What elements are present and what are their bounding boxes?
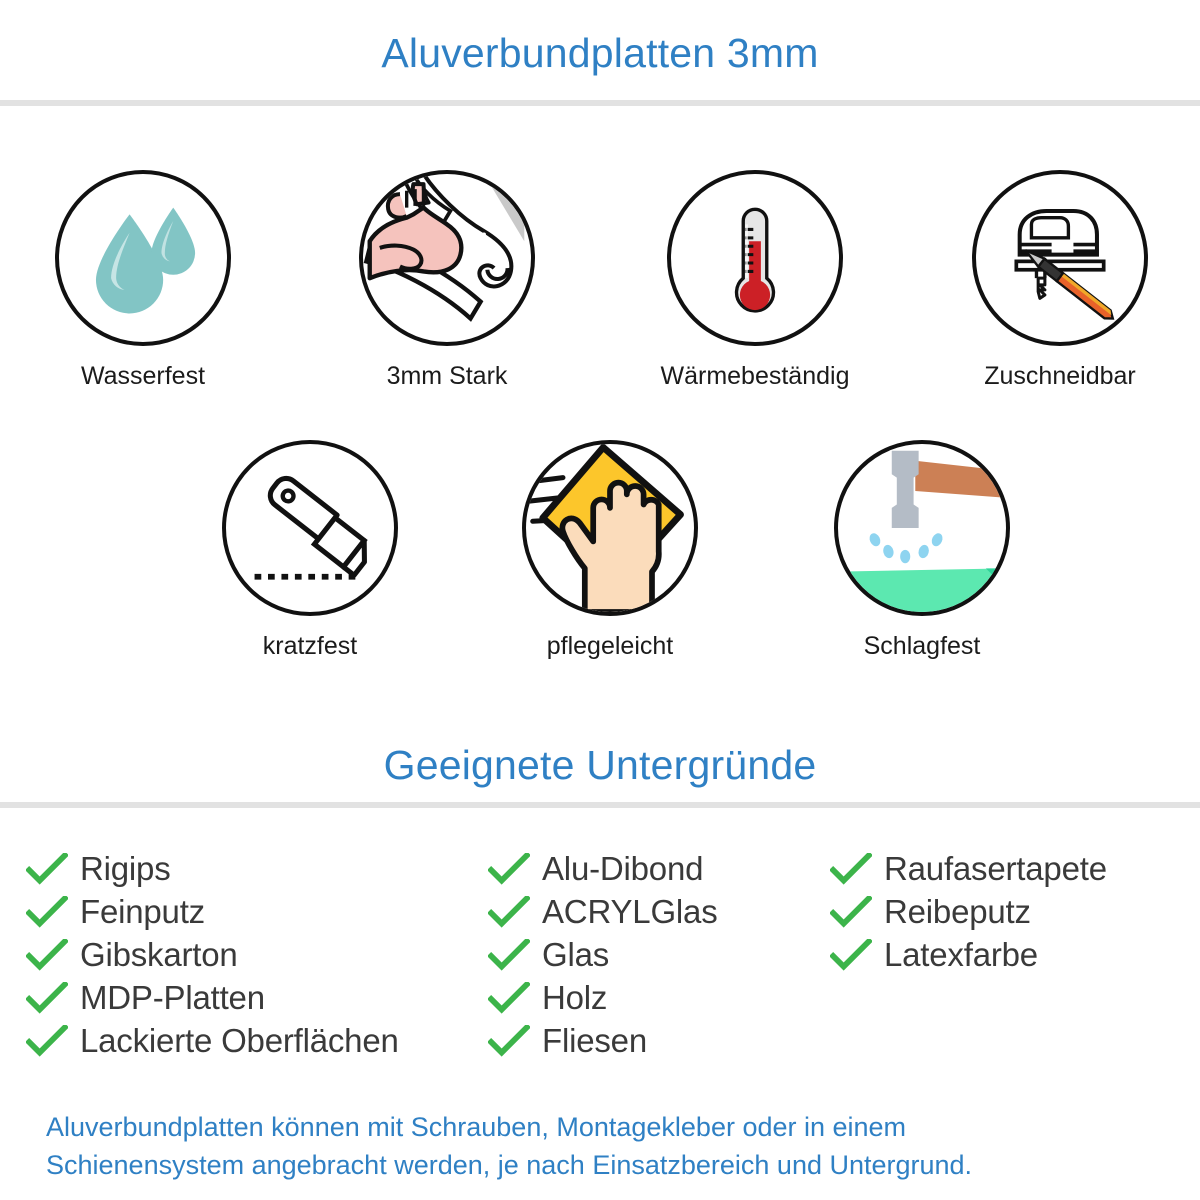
check-icon	[830, 896, 872, 928]
list-item: Fliesen	[488, 1020, 820, 1062]
list-item-label: Fliesen	[542, 1022, 647, 1059]
list-item: Feinputz	[26, 891, 480, 933]
list-item-label: Feinputz	[80, 893, 205, 930]
list-item: Holz	[488, 977, 820, 1019]
feature-schlagfest: Schlagfest	[812, 440, 1032, 661]
feature-wasserfest: Wasserfest	[33, 170, 253, 391]
list-item: Glas	[488, 934, 820, 976]
divider-middle	[0, 802, 1200, 808]
list-item-label: Latexfarbe	[884, 936, 1038, 973]
feature-label: 3mm Stark	[386, 362, 508, 390]
feature-pflegeleicht: pflegeleicht	[500, 440, 720, 661]
divider-top	[0, 100, 1200, 106]
list-item-label: Rigips	[80, 850, 171, 887]
hammer-impact-icon	[834, 440, 1010, 616]
substrates-column-1: Rigips Feinputz Gibskarton MDP-Platten L…	[0, 848, 480, 1063]
list-item: MDP-Platten	[26, 977, 480, 1019]
list-item-label: Lackierte Oberflächen	[80, 1022, 399, 1059]
check-icon	[488, 896, 530, 928]
water-drops-icon	[55, 170, 231, 346]
list-item: Rigips	[26, 848, 480, 890]
footer-line-1: Aluverbundplatten können mit Schrauben, …	[46, 1112, 907, 1142]
page-title: Aluverbundplatten 3mm	[381, 30, 819, 76]
list-item-label: MDP-Platten	[80, 979, 265, 1016]
check-icon	[488, 939, 530, 971]
check-icon	[488, 1025, 530, 1057]
list-item: Gibskarton	[26, 934, 480, 976]
feature-label: kratzfest	[262, 632, 358, 660]
check-icon	[26, 982, 68, 1014]
check-icon	[26, 939, 68, 971]
list-item-label: Holz	[542, 979, 608, 1016]
list-item: Reibeputz	[830, 891, 1200, 933]
list-item: Alu-Dibond	[488, 848, 820, 890]
list-item-label: Glas	[542, 936, 610, 973]
feature-label: Zuschneidbar	[984, 362, 1136, 390]
feature-waermebestaendig: Wärmebeständig	[645, 170, 865, 391]
list-item: Lackierte Oberflächen	[26, 1020, 480, 1062]
feature-label: Schlagfest	[863, 632, 981, 660]
check-icon	[26, 896, 68, 928]
footer-line-2: Schienensystem angebracht werden, je nac…	[46, 1150, 973, 1181]
cutter-knife-icon	[222, 440, 398, 616]
feature-zuschneidbar: Zuschneidbar	[950, 170, 1170, 391]
list-item: Latexfarbe	[830, 934, 1200, 976]
check-icon	[488, 853, 530, 885]
substrates-column-2: Alu-Dibond ACRYLGlas Glas Holz Fliesen	[480, 848, 820, 1063]
check-icon	[26, 1025, 68, 1057]
check-icon	[830, 939, 872, 971]
hand-cloth-icon	[522, 440, 698, 616]
substrates-title: Geeignete Untergründe	[383, 742, 817, 788]
feature-label: pflegeleicht	[546, 632, 674, 660]
check-icon	[26, 853, 68, 885]
feature-label: Wasserfest	[80, 362, 206, 390]
list-item-label: Raufasertapete	[884, 850, 1107, 887]
list-item-label: ACRYLGlas	[542, 893, 718, 930]
list-item-label: Alu-Dibond	[542, 850, 704, 887]
list-item-label: Gibskarton	[80, 936, 238, 973]
substrates-list: Rigips Feinputz Gibskarton MDP-Platten L…	[0, 848, 1200, 1063]
feature-kratzfest: kratzfest	[200, 440, 420, 661]
check-icon	[488, 982, 530, 1014]
footer-note: Aluverbundplatten können mit Schrauben, …	[46, 1108, 1156, 1185]
feature-3mm-stark: 3mm Stark	[337, 170, 557, 391]
thermometer-icon	[667, 170, 843, 346]
substrates-column-3: Raufasertapete Reibeputz Latexfarbe	[820, 848, 1200, 977]
feature-label: Wärmebeständig	[660, 362, 850, 390]
list-item: Raufasertapete	[830, 848, 1200, 890]
list-item: ACRYLGlas	[488, 891, 820, 933]
list-item-label: Reibeputz	[884, 893, 1031, 930]
flexed-arm-icon	[359, 170, 535, 346]
check-icon	[830, 853, 872, 885]
jigsaw-cutter-icon	[972, 170, 1148, 346]
